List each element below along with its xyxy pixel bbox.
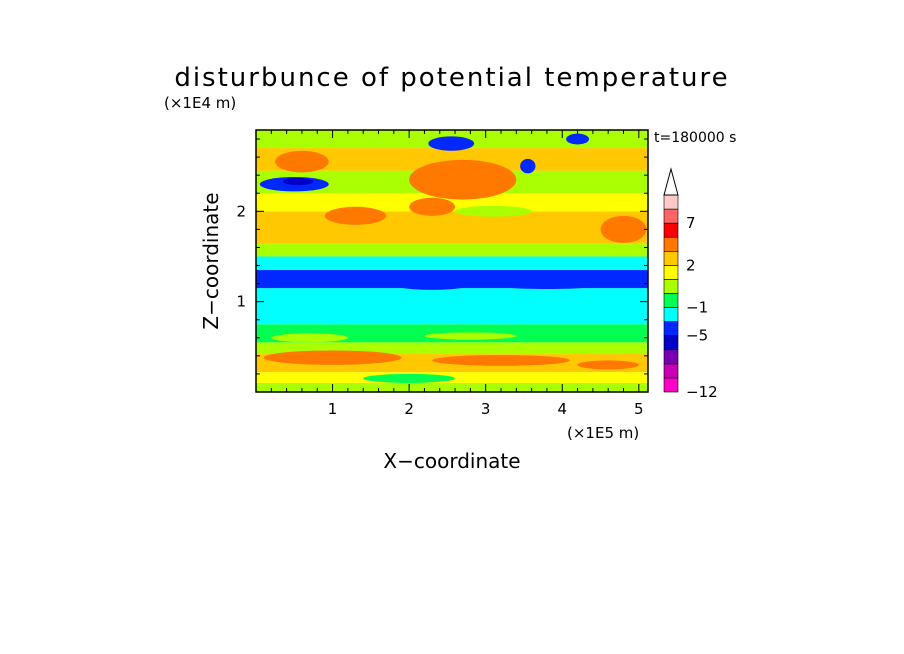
feature-15 bbox=[432, 354, 570, 366]
y-tick-label: 2 bbox=[236, 202, 246, 220]
x-tick-label: 4 bbox=[557, 400, 567, 418]
feature-6 bbox=[520, 158, 536, 174]
colorbar: −12−5−127 bbox=[663, 167, 718, 401]
colorbar-extend-arrow bbox=[663, 167, 679, 196]
feature-1 bbox=[409, 159, 517, 200]
feature-14 bbox=[263, 350, 402, 365]
band-3 bbox=[256, 342, 648, 355]
colorbar-swatch bbox=[663, 335, 679, 351]
bands-layer bbox=[256, 130, 648, 392]
y-scale-label: (×1E4 m) bbox=[164, 94, 236, 112]
colorbar-label: −1 bbox=[686, 299, 708, 317]
band-12 bbox=[256, 148, 648, 171]
x-axis-label: X−coordinate bbox=[383, 449, 520, 473]
feature-10 bbox=[600, 215, 647, 243]
band-8 bbox=[256, 242, 648, 257]
x-scale-label: (×1E5 m) bbox=[567, 424, 639, 442]
colorbar-label: −5 bbox=[686, 327, 708, 345]
colorbar-swatch bbox=[663, 222, 679, 238]
colorbar-swatch bbox=[663, 208, 679, 224]
features-layer bbox=[256, 133, 647, 383]
feature-16 bbox=[577, 360, 639, 370]
colorbar-swatch bbox=[663, 279, 679, 294]
x-axis: 1 2 3 4 5 bbox=[270, 130, 644, 418]
band-9 bbox=[256, 211, 648, 243]
plot-frame bbox=[255, 129, 649, 393]
colorbar-label: 7 bbox=[686, 214, 696, 232]
colorbar-swatch bbox=[663, 236, 679, 252]
x-tick-label: 3 bbox=[481, 400, 491, 418]
feature-12 bbox=[389, 277, 475, 290]
colorbar-swatch bbox=[663, 321, 679, 337]
feature-5 bbox=[428, 136, 475, 151]
feature-18 bbox=[271, 333, 348, 343]
feature-13 bbox=[485, 278, 609, 290]
colorbar-swatch bbox=[663, 194, 679, 210]
feature-11 bbox=[256, 273, 348, 285]
plot-area bbox=[256, 130, 648, 392]
colorbar-swatch bbox=[663, 250, 679, 266]
feature-4 bbox=[282, 177, 314, 186]
feature-0 bbox=[275, 150, 329, 173]
feature-7 bbox=[566, 133, 590, 145]
x-tick-label: 1 bbox=[328, 400, 338, 418]
feature-17 bbox=[363, 373, 456, 383]
band-5 bbox=[256, 288, 648, 325]
colorbar-swatch bbox=[663, 293, 679, 308]
time-label: t=180000 s bbox=[654, 130, 736, 146]
feature-8 bbox=[324, 206, 387, 225]
y-axis: 12 bbox=[236, 138, 648, 375]
y-axis-label: Z−coordinate bbox=[199, 192, 223, 329]
band-7 bbox=[256, 256, 648, 271]
y-tick-label: 1 bbox=[236, 293, 246, 311]
colorbar-label: 2 bbox=[686, 256, 696, 274]
feature-9 bbox=[455, 205, 532, 217]
x-tick-label: 5 bbox=[634, 400, 644, 418]
colorbar-swatch bbox=[663, 307, 679, 322]
colorbar-swatch bbox=[663, 265, 679, 280]
chart-title: disturbunce of potential temperature bbox=[174, 63, 729, 93]
x-tick-label: 2 bbox=[404, 400, 414, 418]
feature-2 bbox=[409, 197, 456, 216]
colorbar-swatch bbox=[663, 377, 679, 393]
colorbar-label: −12 bbox=[686, 383, 718, 401]
feature-19 bbox=[424, 332, 517, 340]
colorbar-swatch bbox=[663, 363, 679, 379]
colorbar-swatch bbox=[663, 349, 679, 365]
band-0 bbox=[256, 382, 648, 392]
band-10 bbox=[256, 193, 648, 212]
